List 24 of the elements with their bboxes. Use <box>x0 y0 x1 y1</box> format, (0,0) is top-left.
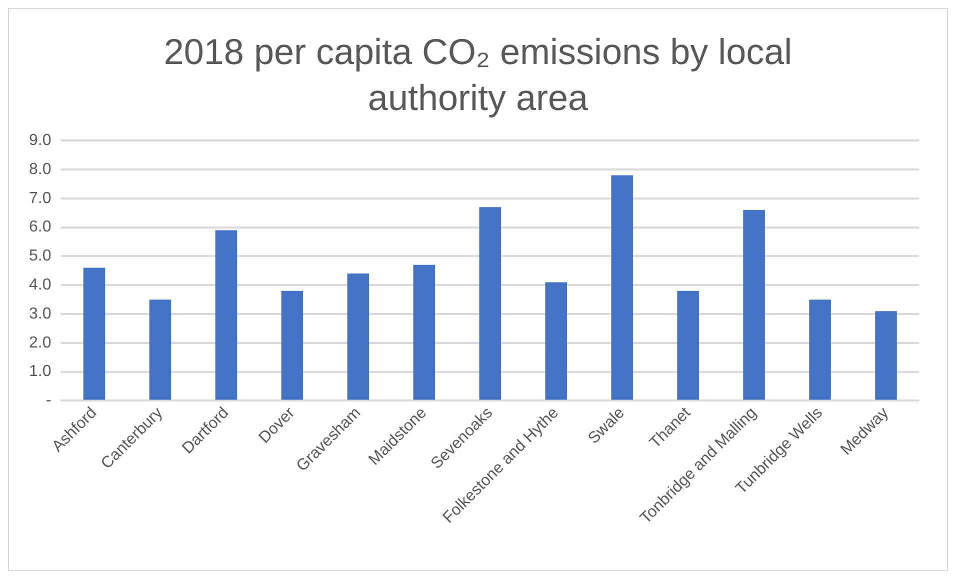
bar <box>149 300 172 400</box>
y-tick-label: 3.0 <box>28 305 52 322</box>
y-tick-label: 1.0 <box>28 363 52 380</box>
bar <box>413 264 436 400</box>
bar <box>545 282 567 400</box>
y-tick-label: 5.0 <box>28 248 52 265</box>
chart-title: 2018 per capita CO₂ emissions by local authority area <box>162 30 794 120</box>
bar <box>479 207 502 400</box>
bar <box>809 300 831 400</box>
y-tick-label: 9.0 <box>28 132 52 150</box>
bar <box>677 290 699 400</box>
y-tick-label: - <box>46 392 52 410</box>
bar <box>743 210 765 400</box>
bar <box>347 274 370 400</box>
y-tick-label: 2.0 <box>28 334 52 352</box>
y-tick-label: 7.0 <box>28 190 52 207</box>
bar <box>83 268 106 400</box>
bar <box>215 230 238 400</box>
y-tick-label: 6.0 <box>28 218 52 236</box>
bar <box>875 311 897 400</box>
y-tick-label: 8.0 <box>28 160 52 178</box>
bar <box>281 290 304 400</box>
bar <box>611 175 633 400</box>
y-tick-label: 4.0 <box>28 276 52 294</box>
